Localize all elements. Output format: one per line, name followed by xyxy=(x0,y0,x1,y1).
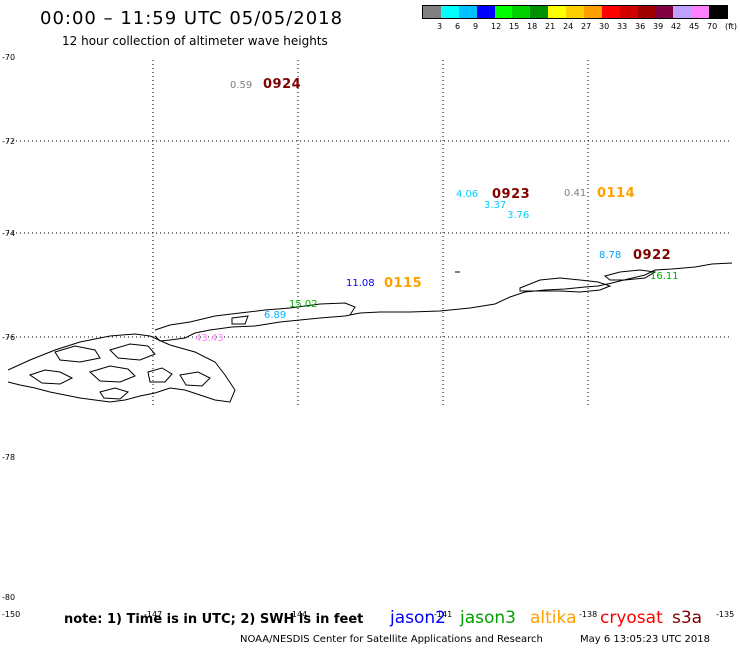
satellite-altika: altika xyxy=(530,608,577,628)
map-title: 00:00 – 11:59 UTC 05/05/2018 xyxy=(40,8,344,29)
colorbar-swatch xyxy=(709,6,727,18)
colorbar-labels: 3 6 9 12 15 18 21 24 27 30 33 36 39 42 45 70 (ft) xyxy=(422,22,737,34)
colorbar-label: 36 xyxy=(635,22,646,31)
swh-value: 15.02 xyxy=(289,299,318,310)
coastline-shelf xyxy=(154,302,356,331)
lon-label: -150 xyxy=(2,610,20,619)
colorbar-swatch xyxy=(566,6,584,18)
swh-value: 6.89 xyxy=(264,310,286,321)
swh-value: 3.76 xyxy=(507,210,529,221)
satellite-s3a: s3a xyxy=(672,608,703,628)
colorbar-swatch xyxy=(530,6,549,18)
colorbar-swatch xyxy=(583,6,602,18)
swh-value: 11.08 xyxy=(346,278,375,289)
coastline xyxy=(7,262,733,403)
colorbar-label: 42 xyxy=(671,22,682,31)
lat-label: -72 xyxy=(2,137,15,146)
swh-value: 0.41 xyxy=(564,188,586,199)
colorbar-swatch xyxy=(619,6,638,18)
lat-label: -76 xyxy=(2,333,15,342)
footer-note: note: 1) Time is in UTC; 2) SWH is in fe… xyxy=(64,612,364,627)
colorbar-label: 12 xyxy=(491,22,502,31)
ice-edge-east-2 xyxy=(603,269,657,281)
island-8 xyxy=(231,315,249,325)
colorbar-label: 33 xyxy=(617,22,628,31)
lon-label: -144 xyxy=(289,610,307,619)
lat-label: -78 xyxy=(2,453,15,462)
colorbar-label: 70 xyxy=(707,22,718,31)
colorbar-swatch xyxy=(601,6,620,18)
pass-time-label: 0923 xyxy=(492,187,530,202)
island-5 xyxy=(54,345,101,363)
pass-time-label: 0114 xyxy=(597,186,635,201)
colorbar xyxy=(422,5,728,19)
pass-time-label: 0115 xyxy=(384,276,422,291)
swh-value: 0.59 xyxy=(230,80,252,91)
credit-line: NOAA/NESDIS Center for Satellite Applica… xyxy=(240,634,543,645)
swh-value: 8.78 xyxy=(599,250,621,261)
generated-timestamp: May 6 13:05:23 UTC 2018 xyxy=(580,634,710,645)
colorbar-swatch xyxy=(655,6,674,18)
colorbar-label: 3 xyxy=(437,22,443,31)
lon-labels: -150 -147 -144 -141 -138 -135 xyxy=(2,610,734,619)
colorbar-swatch xyxy=(458,6,477,18)
colorbar-label: 6 xyxy=(455,22,461,31)
colorbar-swatch xyxy=(423,6,441,18)
island-1 xyxy=(28,369,74,385)
swh-value: 3.37 xyxy=(484,200,506,211)
lon-label: -135 xyxy=(716,610,734,619)
lon-label: -141 xyxy=(434,610,452,619)
colorbar-swatch xyxy=(673,6,692,18)
colorbar-swatch xyxy=(512,6,531,18)
colorbar-swatch xyxy=(494,6,513,18)
graticule xyxy=(8,60,732,405)
coastline-west-1 xyxy=(7,333,236,403)
colorbar-swatch xyxy=(637,6,656,18)
map-subtitle: 12 hour collection of altimeter wave hei… xyxy=(62,34,328,48)
lat-labels: -70 -72 -74 -76 -78 -80 xyxy=(2,53,15,602)
lat-label: -74 xyxy=(2,229,15,238)
island-6 xyxy=(109,343,156,361)
colorbar-label: 18 xyxy=(527,22,538,31)
pass-time-labels: 0924 0923 0114 0922 0115 xyxy=(263,77,671,291)
swh-value: 4.06 xyxy=(456,189,478,200)
colorbar-swatch xyxy=(476,6,495,18)
lat-label: -80 xyxy=(2,593,15,602)
lon-label: -138 xyxy=(579,610,597,619)
swh-value: 16.11 xyxy=(650,271,679,282)
pass-time-label: 0922 xyxy=(633,248,671,263)
colorbar-label: 15 xyxy=(509,22,520,31)
satellite-jason2: jason2 xyxy=(390,608,446,628)
island-2 xyxy=(89,365,136,383)
colorbar-label: 9 xyxy=(473,22,479,31)
colorbar-swatch xyxy=(440,6,459,18)
ice-edge-east xyxy=(519,277,612,293)
colorbar-label: 27 xyxy=(581,22,592,31)
colorbar-label: 24 xyxy=(563,22,574,31)
swh-value: 43.43 xyxy=(195,333,224,344)
pass-time-label: 0924 xyxy=(263,77,301,92)
colorbar-label: 45 xyxy=(689,22,700,31)
satellite-jason3: jason3 xyxy=(460,608,516,628)
colorbar-swatch xyxy=(691,6,709,18)
satellite-cryosat: cryosat xyxy=(600,608,663,628)
colorbar-label: 30 xyxy=(599,22,610,31)
colorbar-label: 39 xyxy=(653,22,664,31)
colorbar-swatch xyxy=(548,6,566,18)
lat-label: -70 xyxy=(2,53,15,62)
colorbar-label: (ft) xyxy=(725,22,738,31)
island-7 xyxy=(99,387,130,400)
swh-observations: 0.59 4.06 3.37 3.76 0.41 8.78 16.11 11.0… xyxy=(195,80,679,344)
lon-label: -147 xyxy=(144,610,162,619)
colorbar-label: 21 xyxy=(545,22,556,31)
island-3 xyxy=(147,367,173,383)
coastline-main xyxy=(154,262,733,342)
island-4 xyxy=(179,371,211,387)
